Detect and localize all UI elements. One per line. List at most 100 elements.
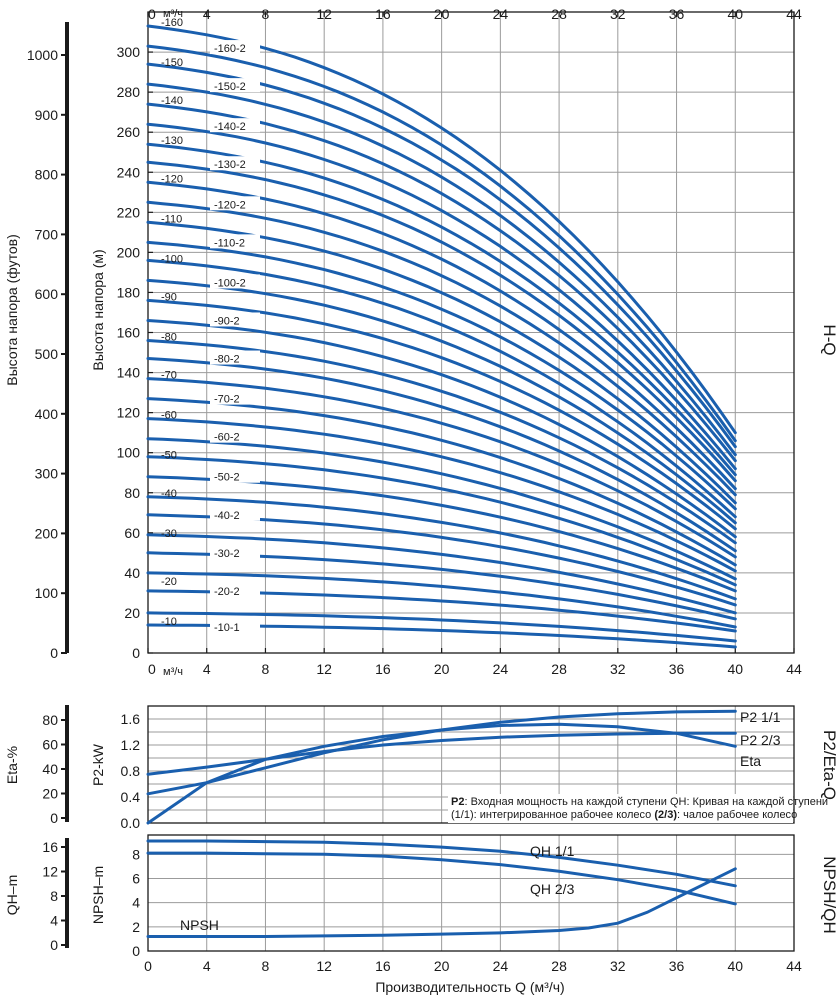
qh-tick: 12 bbox=[42, 864, 58, 880]
curve-eta bbox=[146, 722, 737, 825]
series-label-mid: -30-2 bbox=[214, 548, 240, 560]
y-tick-npsh: 4 bbox=[132, 895, 140, 911]
y-tick-m: 180 bbox=[117, 284, 141, 300]
legend-label: Eta bbox=[740, 753, 761, 769]
label-mask bbox=[210, 618, 260, 633]
y-tick-m: 80 bbox=[124, 485, 140, 501]
x-tick-bottom: 20 bbox=[434, 958, 450, 974]
x-tick-top: 0 bbox=[148, 6, 156, 22]
y-tick-m: 100 bbox=[117, 445, 141, 461]
feet-tick: 1000 bbox=[27, 47, 58, 63]
y-tick-m: 40 bbox=[124, 565, 140, 581]
series-label-left: -70 bbox=[161, 370, 177, 382]
y-tick-npsh: 2 bbox=[132, 919, 140, 935]
hq-curve-130-2 bbox=[146, 160, 737, 483]
hq-curve-60 bbox=[146, 417, 737, 573]
label-mask bbox=[210, 78, 260, 93]
series-label-mid: -130-2 bbox=[214, 159, 246, 171]
feet-tick: 600 bbox=[35, 286, 59, 302]
series-label-mid: -160-2 bbox=[214, 43, 246, 55]
y-axis-label-feet: Высота напора (футов) bbox=[4, 234, 20, 385]
series-label-left: -30 bbox=[161, 528, 177, 540]
x-tick-bottom: 28 bbox=[551, 958, 567, 974]
y-tick-m: 280 bbox=[117, 84, 141, 100]
curve-p2-2-3 bbox=[146, 731, 737, 776]
x-tick-bottom: 40 bbox=[727, 661, 743, 677]
y-tick-m: 140 bbox=[117, 365, 141, 381]
legend-label: QH 2/3 bbox=[530, 881, 575, 897]
eta-tick: 40 bbox=[42, 761, 58, 777]
y-tick-m: 200 bbox=[117, 244, 141, 260]
series-label-mid: -90-2 bbox=[214, 315, 240, 327]
label-mask bbox=[210, 118, 260, 133]
series-label-left: -10 bbox=[161, 616, 177, 628]
y-tick-npsh: 0 bbox=[132, 943, 140, 959]
hq-curve-120-2 bbox=[146, 200, 737, 497]
series-label-left: -90 bbox=[161, 291, 177, 303]
curve-qh-1-1 bbox=[146, 839, 737, 888]
hq-curve-80 bbox=[146, 339, 737, 545]
eta-tick: 0 bbox=[50, 810, 58, 826]
x-tick-bottom: 32 bbox=[610, 661, 626, 677]
label-mask bbox=[210, 390, 260, 405]
x-tick-bottom: 44 bbox=[786, 958, 802, 974]
x-tick-bottom: 16 bbox=[375, 661, 391, 677]
eta-tick: 60 bbox=[42, 737, 58, 753]
hq-curve-140-2 bbox=[146, 122, 737, 471]
x-tick-bottom: 44 bbox=[786, 661, 802, 677]
hq-curve-160-2 bbox=[146, 44, 737, 443]
x-tick-bottom: 40 bbox=[727, 958, 743, 974]
note-text: : Входная мощность на каждой ступени QH:… bbox=[464, 796, 828, 808]
hq-curve-110-2 bbox=[146, 240, 737, 511]
label-mask bbox=[210, 196, 260, 211]
npsh-side-label: NPSH/QH bbox=[820, 856, 839, 933]
hq-curve-50 bbox=[146, 455, 737, 587]
p2-side-label: P2/Eta-Q bbox=[820, 730, 839, 800]
label-mask bbox=[210, 506, 260, 521]
label-mask bbox=[210, 40, 260, 55]
y-tick-m: 160 bbox=[117, 325, 141, 341]
eta-tick: 80 bbox=[42, 712, 58, 728]
x-tick-bottom: 12 bbox=[316, 661, 332, 677]
bottom-unit-label: м³/ч bbox=[163, 666, 183, 678]
feet-tick: 300 bbox=[35, 466, 59, 482]
hq-curve-150-2 bbox=[146, 82, 737, 457]
x-axis-label: Производительность Q (м³/ч) bbox=[375, 979, 564, 995]
series-label-mid: -140-2 bbox=[214, 121, 246, 133]
series-label-mid: -10-1 bbox=[214, 622, 240, 634]
series-label-mid: -80-2 bbox=[214, 354, 240, 366]
x-tick-bottom: 12 bbox=[316, 958, 332, 974]
note-bold: (2/3) bbox=[654, 809, 677, 821]
series-label-left: -80 bbox=[161, 332, 177, 344]
x-tick-bottom: 24 bbox=[493, 661, 509, 677]
hq-curve-70-2 bbox=[146, 397, 737, 567]
feet-tick: 200 bbox=[35, 525, 59, 541]
y-tick-kw: 1.6 bbox=[121, 711, 141, 727]
hq-curve-20 bbox=[146, 571, 737, 629]
npsh-qh-panel: 0 4 8 12 16 20 24 28 32 36 40 44Производительность … bbox=[4, 834, 839, 995]
qh-tick: 4 bbox=[50, 913, 58, 929]
label-mask bbox=[210, 468, 260, 483]
y-tick-kw: 0.0 bbox=[121, 815, 141, 831]
curve-npsh bbox=[146, 867, 737, 938]
legend-label: QH 1/1 bbox=[530, 843, 575, 859]
y-tick-m: 60 bbox=[124, 525, 140, 541]
series-label-mid: -40-2 bbox=[214, 510, 240, 522]
hq-curve-80-2 bbox=[146, 357, 737, 553]
curve-qh-2-3 bbox=[146, 851, 737, 906]
series-label-left: -60 bbox=[161, 410, 177, 422]
label-mask bbox=[210, 582, 260, 597]
feet-tick: 500 bbox=[35, 346, 59, 362]
feet-tick: 800 bbox=[35, 167, 59, 183]
y-tick-m: 260 bbox=[117, 124, 141, 140]
series-label-left: -130 bbox=[161, 135, 183, 147]
label-mask bbox=[210, 428, 260, 443]
series-label-left: -120 bbox=[161, 173, 183, 185]
note-bold: P2 bbox=[451, 796, 464, 808]
series-label-mid: -100-2 bbox=[214, 277, 246, 289]
legend-label: P2 1/1 bbox=[740, 709, 781, 725]
hq-curve-30 bbox=[146, 533, 737, 615]
feet-tick: 700 bbox=[35, 226, 59, 242]
series-label-left: -110 bbox=[161, 213, 182, 225]
